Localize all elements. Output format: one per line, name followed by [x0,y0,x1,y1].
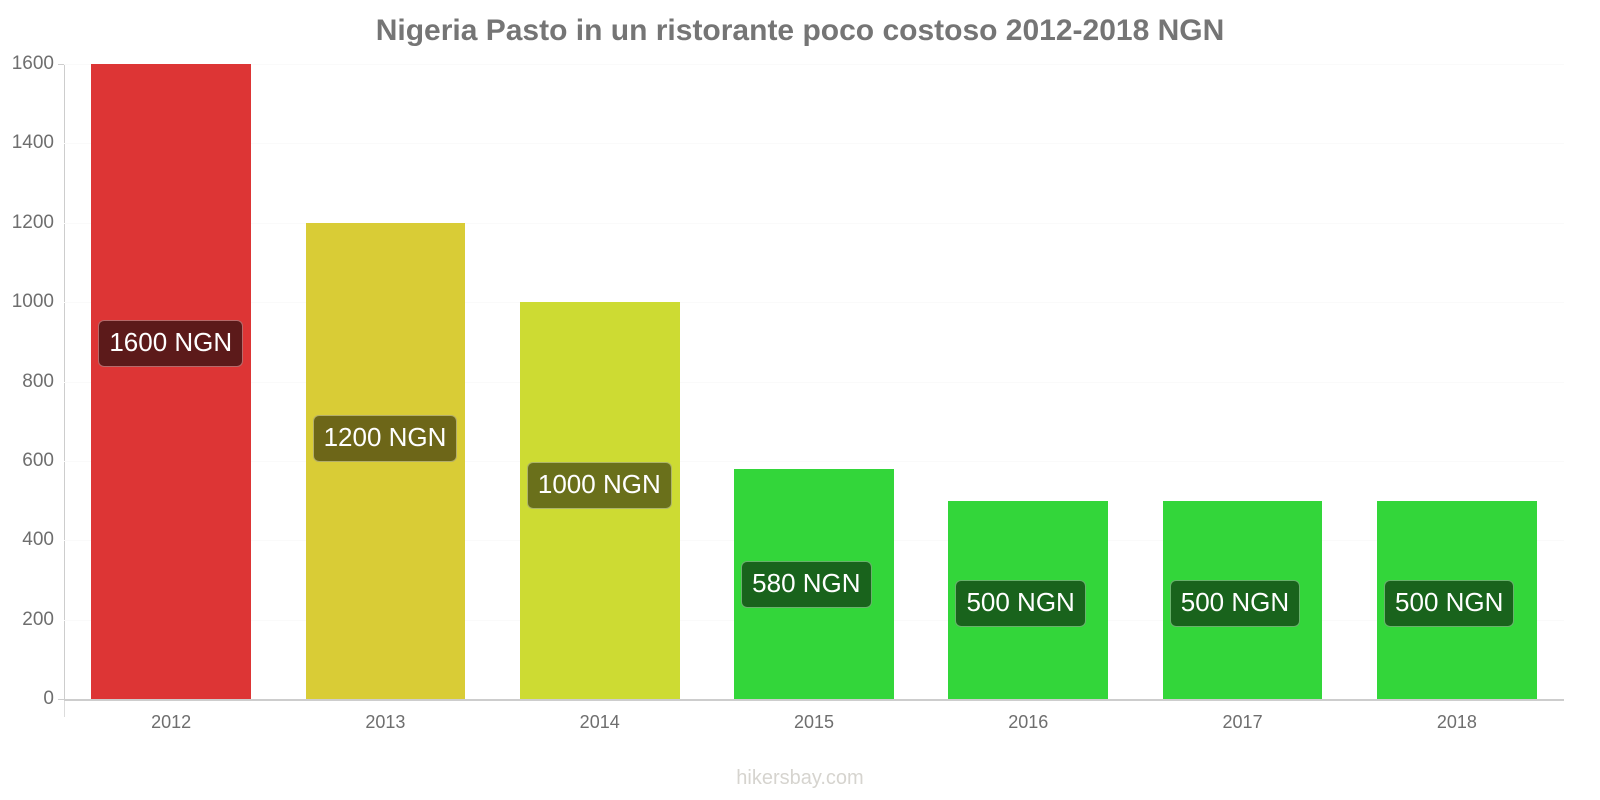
plot-area: 1600 NGN 1200 NGN 1000 NGN 580 NGN 500 NGN 50… [64,64,1564,700]
x-tick-label: 2015 [793,712,835,732]
x-tick-label: 2018 [1436,712,1477,732]
x-axis-start-tick [64,701,65,717]
y-tick-label: 800 [22,370,54,392]
gridline [64,460,1564,462]
bar[interactable]: 500 NGN [1377,500,1537,699]
bar-value-label: 1200 NGN [313,415,457,461]
bar-value-label: 580 NGN [742,562,871,608]
y-tick-label: 1000 [11,291,54,313]
x-tick-label: 2017 [1222,712,1263,732]
bar-value-label: 500 NGN [956,580,1085,626]
x-tick-label: 2013 [365,712,406,732]
bar[interactable]: 580 NGN [734,468,894,699]
y-tick-label: 400 [22,529,54,551]
y-tick-label: 200 [22,608,54,630]
x-axis-line [64,699,1564,701]
x-tick-label: 2016 [1008,712,1049,732]
y-tick-label: 1600 [11,53,54,74]
y-tick-mark [58,699,64,700]
gridline [64,64,1564,65]
gridline [64,222,1564,224]
y-tick-mark [58,64,64,65]
chart-title: Nigeria Pasto in un ristorante poco cost… [375,14,1225,47]
bar[interactable]: 1200 NGN [305,222,466,699]
y-tick-label: 600 [22,449,54,471]
bar-value-label: 1000 NGN [527,462,671,508]
bar-value-label: 500 NGN [1170,580,1300,626]
bar[interactable]: 1600 NGN [91,64,251,699]
bar[interactable]: 500 NGN [948,500,1109,699]
bar-value-label: 1600 NGN [99,321,243,367]
y-tick-label: 0 [43,688,54,709]
y-axis: 0 200 400 600 800 1000 1200 1400 1600 [0,53,54,709]
bar[interactable]: 1000 NGN [519,302,680,699]
x-tick-label: 2012 [151,712,192,732]
gridline [64,381,1564,383]
gridline [64,143,1564,145]
y-tick-label: 1400 [11,132,54,154]
gridline [64,302,1564,304]
x-tick-label: 2014 [579,712,620,732]
footer-credit: hikersbay.com [736,767,864,789]
bar[interactable]: 500 NGN [1162,500,1323,699]
y-tick-label: 1200 [11,211,54,233]
bar-value-label: 500 NGN [1385,580,1514,626]
